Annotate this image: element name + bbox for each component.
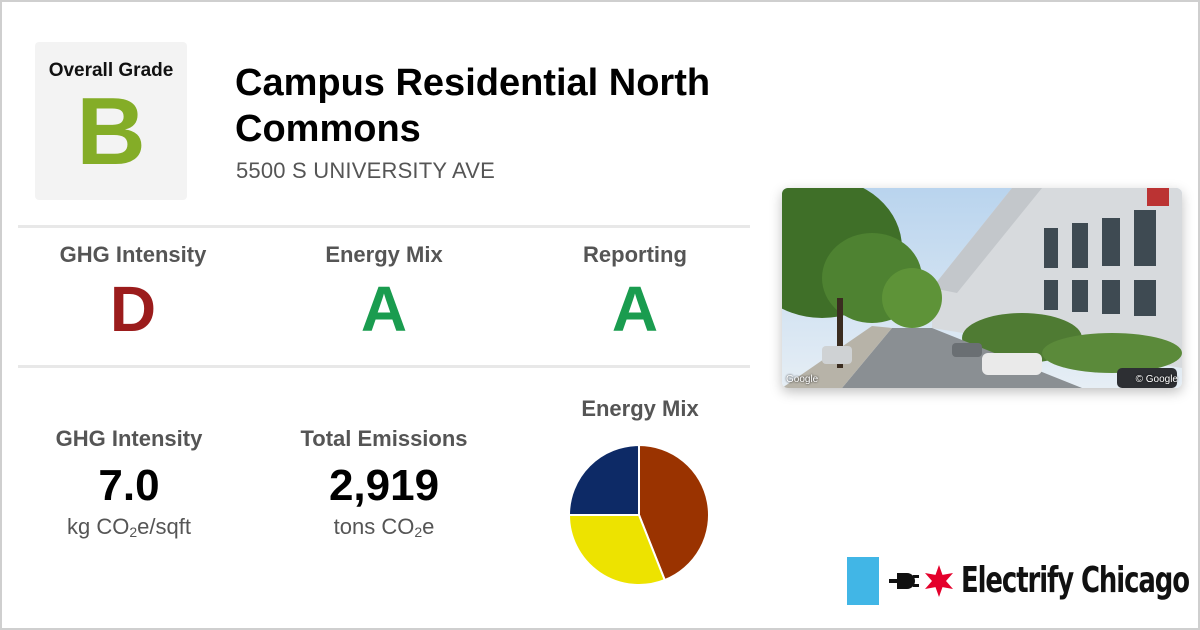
grade-reporting: Reporting A [520,242,750,344]
stat-unit: kg CO2e/sqft [67,514,191,540]
grade-label: Energy Mix [325,242,443,267]
energy-mix-title: Energy Mix [581,396,699,421]
grade-letter: D [109,273,157,345]
divider-top [18,225,750,228]
grade-label: GHG Intensity [59,242,207,267]
stat-ghg-intensity: GHG Intensity 7.0 kg CO2e/sqft [14,426,244,540]
overall-grade-box: Overall Grade B [35,42,187,200]
building-address: 5500 S UNIVERSITY AVE [236,158,495,183]
grade-letter: A [360,273,408,345]
overall-grade-letter: B [76,78,146,185]
star-icon [925,565,953,597]
plug-icon [889,573,919,589]
pie-slice-0 [638,443,710,582]
photo-credit-right: © Google [1135,374,1178,385]
energy-mix-pie-chart [567,443,710,586]
chicago-flag-icon [847,557,879,605]
electrify-chicago-logo[interactable]: Electrify Chicago [847,557,1190,605]
stat-value: 2,919 [328,461,440,510]
stat-total-emissions: Total Emissions 2,919 tons CO2e [269,426,499,540]
street-view-image [782,188,1182,388]
stat-label: GHG Intensity [55,426,203,451]
grade-letter: A [611,273,659,345]
stat-unit: tons CO2e [333,514,435,540]
stat-label: Total Emissions [300,426,468,451]
overall-grade-label: Overall Grade [48,60,174,81]
stat-value: 7.0 [98,461,160,510]
brand-name: Electrify Chicago [961,560,1190,601]
grade-ghg-intensity: GHG Intensity D [18,242,248,344]
grade-energy-mix: Energy Mix A [269,242,499,344]
pie-slice-1 [567,514,667,586]
grade-label: Reporting [583,242,687,267]
pie-slice-2 [567,443,640,516]
building-photo: Google © Google [782,188,1182,388]
building-name: Campus Residential North Commons [235,62,711,150]
photo-credit-left: Google [786,374,819,385]
divider-bottom [18,365,750,368]
